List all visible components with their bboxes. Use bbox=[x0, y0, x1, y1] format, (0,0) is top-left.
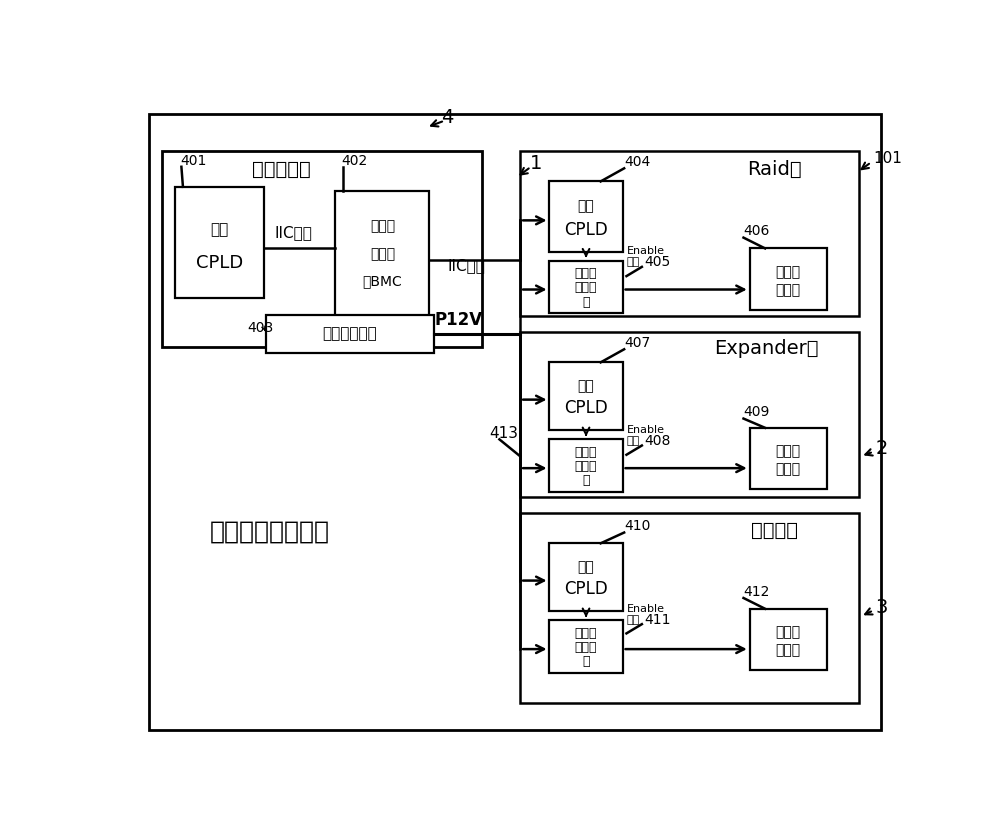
Text: 器: 器 bbox=[582, 655, 590, 668]
Text: 3: 3 bbox=[876, 597, 888, 617]
Text: Enable: Enable bbox=[626, 603, 664, 613]
Text: 第一: 第一 bbox=[210, 222, 229, 236]
Text: 第二板: 第二板 bbox=[776, 444, 801, 458]
Text: Expander卡: Expander卡 bbox=[714, 339, 819, 358]
Bar bbox=[750, 248, 827, 310]
Text: 403: 403 bbox=[247, 321, 273, 334]
Text: 上电时序控制电路: 上电时序控制电路 bbox=[210, 520, 330, 544]
Text: 410: 410 bbox=[624, 520, 651, 533]
Text: Raid卡: Raid卡 bbox=[747, 160, 802, 179]
Text: 411: 411 bbox=[644, 613, 671, 627]
Text: CPLD: CPLD bbox=[564, 400, 608, 417]
Text: 基板管: 基板管 bbox=[370, 220, 395, 233]
Text: 409: 409 bbox=[744, 406, 770, 419]
Text: Enable: Enable bbox=[626, 246, 664, 256]
Text: 服务器主板: 服务器主板 bbox=[252, 160, 311, 179]
Text: 器: 器 bbox=[582, 474, 590, 487]
Text: 第二电: 第二电 bbox=[575, 446, 597, 459]
Text: 408: 408 bbox=[644, 434, 671, 447]
Text: 第三: 第三 bbox=[578, 379, 594, 393]
Text: 4: 4 bbox=[441, 108, 453, 127]
Text: 2: 2 bbox=[876, 439, 888, 458]
Text: 压调节: 压调节 bbox=[575, 282, 597, 294]
Text: 器: 器 bbox=[582, 296, 590, 308]
Text: CPLD: CPLD bbox=[564, 220, 608, 239]
Text: 401: 401 bbox=[180, 153, 206, 168]
Bar bbox=[335, 191, 429, 316]
Text: 信号: 信号 bbox=[626, 436, 640, 446]
Text: 上电控制电源: 上电控制电源 bbox=[323, 326, 377, 341]
Text: P12V: P12V bbox=[435, 311, 483, 329]
Text: 器BMC: 器BMC bbox=[362, 274, 402, 288]
Text: 硬盘背板: 硬盘背板 bbox=[751, 520, 798, 540]
Text: CPLD: CPLD bbox=[196, 254, 243, 272]
Text: 第四: 第四 bbox=[578, 560, 594, 574]
Text: 内电源: 内电源 bbox=[776, 463, 801, 477]
Text: 406: 406 bbox=[744, 225, 770, 239]
Text: 内电源: 内电源 bbox=[776, 283, 801, 297]
Text: 内电源: 内电源 bbox=[776, 644, 801, 658]
Text: 407: 407 bbox=[624, 336, 650, 350]
Bar bbox=[549, 620, 623, 673]
Text: IIC链路: IIC链路 bbox=[447, 259, 485, 274]
Bar bbox=[520, 332, 859, 497]
Bar bbox=[162, 151, 482, 347]
Text: 信号: 信号 bbox=[626, 257, 640, 267]
Text: 压调节: 压调节 bbox=[575, 641, 597, 654]
Text: 402: 402 bbox=[342, 153, 368, 168]
Bar bbox=[520, 513, 859, 703]
Bar bbox=[175, 187, 264, 298]
Bar bbox=[520, 151, 859, 316]
Text: 101: 101 bbox=[873, 151, 902, 166]
Bar bbox=[266, 314, 434, 353]
Text: 1: 1 bbox=[529, 154, 542, 173]
Text: 413: 413 bbox=[489, 426, 518, 441]
Text: 第一电: 第一电 bbox=[575, 267, 597, 280]
Text: 第三电: 第三电 bbox=[575, 627, 597, 640]
Text: 412: 412 bbox=[744, 585, 770, 599]
Text: 第三板: 第三板 bbox=[776, 625, 801, 639]
Text: IIC链路: IIC链路 bbox=[274, 225, 312, 241]
Bar bbox=[750, 428, 827, 489]
Text: 第二: 第二 bbox=[578, 199, 594, 213]
Text: 信号: 信号 bbox=[626, 614, 640, 624]
Text: CPLD: CPLD bbox=[564, 581, 608, 598]
Text: 压调节: 压调节 bbox=[575, 460, 597, 473]
Bar bbox=[549, 543, 623, 611]
Bar bbox=[549, 439, 623, 492]
Text: 404: 404 bbox=[624, 155, 650, 169]
Bar bbox=[750, 608, 827, 670]
Bar bbox=[549, 181, 623, 252]
Text: 第一板: 第一板 bbox=[776, 265, 801, 279]
Text: 理控制: 理控制 bbox=[370, 246, 395, 261]
Text: 405: 405 bbox=[644, 256, 670, 269]
Bar bbox=[549, 261, 623, 313]
Bar bbox=[549, 362, 623, 430]
Text: Enable: Enable bbox=[626, 425, 664, 435]
